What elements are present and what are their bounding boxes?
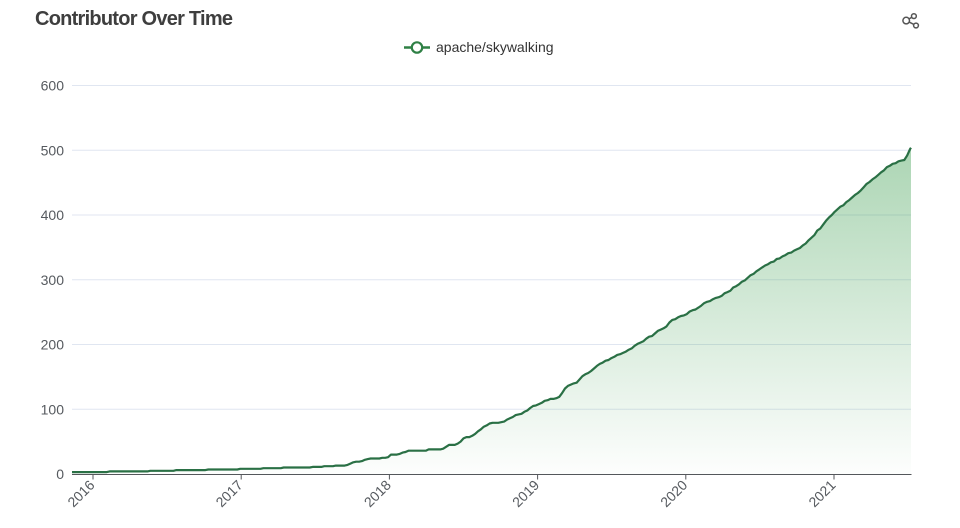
svg-text:100: 100 bbox=[41, 401, 65, 417]
svg-text:2018: 2018 bbox=[361, 477, 394, 510]
svg-text:2021: 2021 bbox=[805, 477, 838, 510]
svg-text:600: 600 bbox=[41, 78, 65, 94]
svg-text:200: 200 bbox=[41, 337, 65, 353]
svg-text:300: 300 bbox=[41, 272, 65, 288]
svg-text:0: 0 bbox=[56, 466, 64, 482]
svg-text:400: 400 bbox=[41, 207, 65, 223]
svg-text:2016: 2016 bbox=[64, 477, 97, 510]
svg-text:2019: 2019 bbox=[509, 477, 542, 510]
svg-text:500: 500 bbox=[41, 142, 65, 158]
svg-text:2017: 2017 bbox=[212, 477, 245, 510]
svg-text:2020: 2020 bbox=[657, 477, 690, 510]
